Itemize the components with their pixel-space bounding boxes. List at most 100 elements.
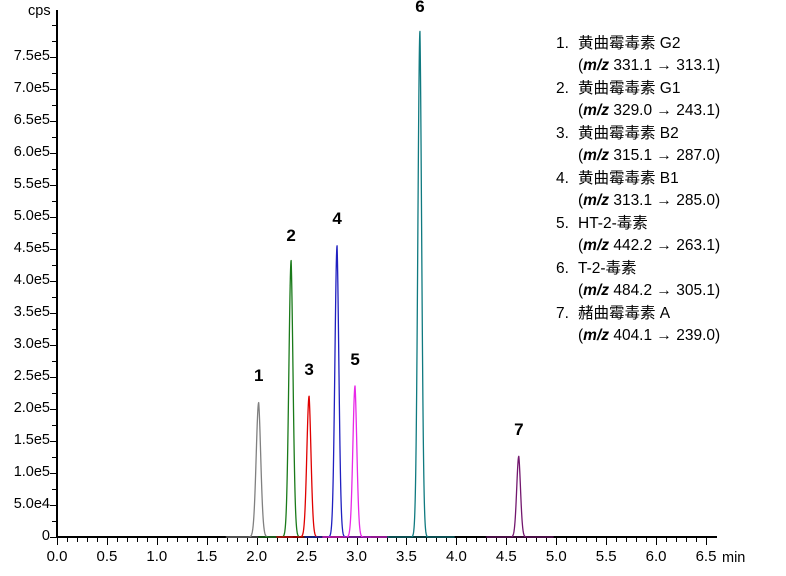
legend-index: 7. bbox=[556, 305, 569, 322]
x-axis-minor-tick bbox=[546, 538, 548, 542]
x-axis-minor-tick bbox=[386, 538, 388, 542]
y-axis-tick bbox=[50, 537, 57, 538]
legend-compound-name: 黄曲霉毒素 B2 bbox=[578, 125, 679, 142]
y-axis-tick-label: 7.0e5 bbox=[13, 80, 50, 96]
x-axis-minor-tick bbox=[116, 538, 118, 542]
x-axis-tick bbox=[356, 538, 358, 545]
y-axis-tick-label: 6.0e5 bbox=[13, 144, 50, 160]
legend-item: 7. 赭曲霉毒素 A (m/z 404.1 → 239.0) bbox=[556, 303, 784, 347]
x-axis-tick bbox=[306, 538, 308, 545]
x-axis-minor-tick bbox=[596, 538, 598, 542]
x-axis-minor-tick bbox=[486, 538, 488, 542]
y-axis-minor-tick bbox=[52, 265, 57, 266]
x-axis-minor-tick bbox=[636, 538, 638, 542]
y-axis-tick bbox=[50, 153, 57, 154]
legend: 1. 黄曲霉毒素 G2 (m/z 331.1 → 313.1) 2. 黄曲霉毒素 G1 (… bbox=[556, 33, 784, 348]
y-axis-minor-tick bbox=[52, 25, 57, 26]
x-axis-minor-tick bbox=[146, 538, 148, 542]
y-axis-minor-tick bbox=[52, 361, 57, 362]
legend-item: 1. 黄曲霉毒素 G2 (m/z 331.1 → 313.1) bbox=[556, 33, 784, 77]
legend-compound-row: 5. HT-2-毒素 bbox=[556, 213, 784, 235]
y-axis-minor-tick bbox=[52, 105, 57, 106]
y-axis-minor-tick bbox=[52, 137, 57, 138]
legend-compound-name: 赭曲霉毒素 A bbox=[578, 305, 671, 322]
x-axis-tick bbox=[57, 538, 58, 545]
peak-trace bbox=[323, 385, 389, 538]
peak-label: 5 bbox=[350, 350, 360, 370]
x-axis-minor-tick bbox=[396, 538, 398, 542]
x-axis-tick-label: 1.5 bbox=[196, 548, 218, 565]
mz-label: m/z bbox=[583, 147, 610, 164]
legend-transition-row: (m/z 315.1 → 287.0) bbox=[578, 147, 721, 164]
legend-transition-row: (m/z 442.2 → 263.1) bbox=[578, 237, 721, 254]
legend-index: 3. bbox=[556, 125, 569, 142]
y-axis-tick bbox=[50, 217, 57, 218]
x-axis-minor-tick bbox=[216, 538, 218, 542]
x-axis-tick bbox=[556, 538, 558, 545]
y-axis-tick bbox=[50, 377, 57, 378]
y-axis-minor-tick bbox=[52, 521, 57, 522]
y-axis-minor-tick bbox=[52, 169, 57, 170]
y-axis-tick-label: 1.0e5 bbox=[13, 464, 50, 480]
legend-transition-row: (m/z 331.1 → 313.1) bbox=[578, 57, 721, 74]
y-axis-tick-label: 5.0e4 bbox=[13, 496, 50, 512]
x-axis-tick bbox=[706, 538, 708, 545]
mz-label: m/z bbox=[583, 192, 610, 209]
x-axis-minor-tick bbox=[616, 538, 618, 542]
mz-label: m/z bbox=[583, 282, 610, 299]
x-axis-minor-tick bbox=[196, 538, 198, 542]
legend-item: 6. T-2-毒素 (m/z 484.2 → 305.1) bbox=[556, 258, 784, 302]
y-axis-tick-label: 3.5e5 bbox=[13, 304, 50, 320]
x-axis-minor-tick bbox=[516, 538, 518, 542]
legend-item: 5. HT-2-毒素 (m/z 442.2 → 263.1) bbox=[556, 213, 784, 257]
x-axis-minor-tick bbox=[96, 538, 98, 542]
x-axis-unit-label: min bbox=[722, 550, 746, 566]
y-axis-minor-tick bbox=[52, 73, 57, 74]
y-axis-minor-tick bbox=[52, 297, 57, 298]
y-axis-tick-label: 6.5e5 bbox=[13, 112, 50, 128]
legend-compound-row: 7. 赭曲霉毒素 A bbox=[556, 303, 784, 325]
x-axis-tick-label: 3.0 bbox=[346, 548, 367, 565]
y-axis-minor-tick bbox=[52, 41, 57, 42]
x-axis-minor-tick bbox=[686, 538, 688, 542]
mz-label: m/z bbox=[583, 57, 610, 74]
legend-index: 4. bbox=[556, 170, 569, 187]
peak-trace bbox=[226, 401, 293, 538]
legend-transition-row: (m/z 329.0 → 243.1) bbox=[578, 102, 721, 119]
x-axis-tick-label: 2.5 bbox=[296, 548, 318, 565]
x-axis-minor-tick bbox=[376, 538, 378, 542]
x-axis-minor-tick bbox=[76, 538, 78, 542]
y-axis-line bbox=[56, 10, 58, 538]
peak-trace bbox=[277, 395, 344, 538]
x-axis-minor-tick bbox=[696, 538, 698, 542]
x-axis-minor-tick bbox=[536, 538, 538, 542]
x-axis-minor-tick bbox=[666, 538, 668, 542]
mz-label: m/z bbox=[583, 102, 610, 119]
x-axis-minor-tick bbox=[246, 538, 248, 542]
legend-index: 1. bbox=[556, 35, 569, 52]
x-axis-tick bbox=[106, 538, 108, 545]
y-axis-tick bbox=[50, 281, 57, 282]
peak-trace bbox=[305, 245, 372, 538]
x-axis-minor-tick bbox=[446, 538, 448, 542]
y-axis-minor-tick bbox=[52, 329, 57, 330]
peak-label: 2 bbox=[286, 225, 296, 245]
y-axis-minor-tick bbox=[52, 393, 57, 394]
x-axis-minor-tick bbox=[226, 538, 228, 542]
legend-compound-row: 4. 黄曲霉毒素 B1 bbox=[556, 168, 784, 190]
x-axis-minor-tick bbox=[316, 538, 318, 542]
x-axis-tick-label: 4.0 bbox=[445, 548, 467, 565]
x-axis-tick-label: 0.5 bbox=[96, 548, 118, 565]
x-axis-tick-label: 6.5 bbox=[695, 548, 717, 565]
y-axis-tick bbox=[50, 89, 57, 90]
x-axis-minor-tick bbox=[576, 538, 578, 542]
legend-compound-name: T-2-毒素 bbox=[578, 260, 637, 277]
x-axis-tick bbox=[156, 538, 158, 545]
y-axis-tick bbox=[50, 121, 57, 122]
peak-label: 3 bbox=[304, 360, 314, 380]
x-axis-tick-label: 1.0 bbox=[146, 548, 168, 565]
legend-item: 4. 黄曲霉毒素 B1 (m/z 313.1 → 285.0) bbox=[556, 168, 784, 212]
y-axis-tick bbox=[50, 473, 57, 474]
legend-transition-row: (m/z 484.2 → 305.1) bbox=[578, 282, 721, 299]
